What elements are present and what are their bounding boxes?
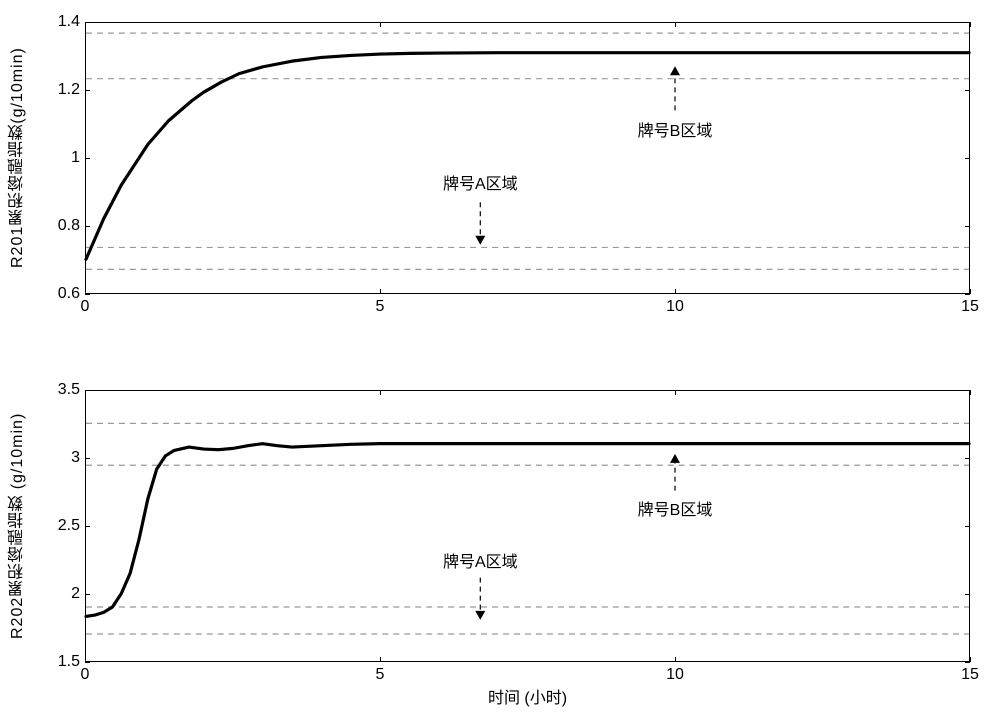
xtick-label: 5	[360, 298, 400, 316]
ytick-label: 0.8	[30, 217, 80, 235]
ytick-label: 1.2	[30, 81, 80, 99]
ytick-label: 3.5	[30, 381, 80, 399]
ylabel-bottom: R202累积熔融指数 (g/10min)	[6, 390, 30, 662]
xlabel: 时间 (小时)	[85, 684, 970, 708]
xtick-label: 15	[950, 666, 990, 684]
xtick-label: 5	[360, 666, 400, 684]
ylabel-top: R201累积熔融指数(g/10min)	[6, 22, 30, 294]
ytick-label: 3	[30, 449, 80, 467]
xtick-label: 15	[950, 298, 990, 316]
ytick-label: 2.5	[30, 517, 80, 535]
figure: R201累积熔融指数(g/10min) R202累积熔融指数 (g/10min)…	[0, 0, 1000, 713]
xtick-label: 0	[65, 666, 105, 684]
xtick-label: 10	[655, 298, 695, 316]
ytick-label: 1.4	[30, 13, 80, 31]
ytick-label: 1	[30, 149, 80, 167]
ytick-label: 2	[30, 585, 80, 603]
annotation-arrow	[85, 22, 970, 294]
annotation-arrow	[85, 390, 970, 662]
xtick-label: 0	[65, 298, 105, 316]
xtick-label: 10	[655, 666, 695, 684]
